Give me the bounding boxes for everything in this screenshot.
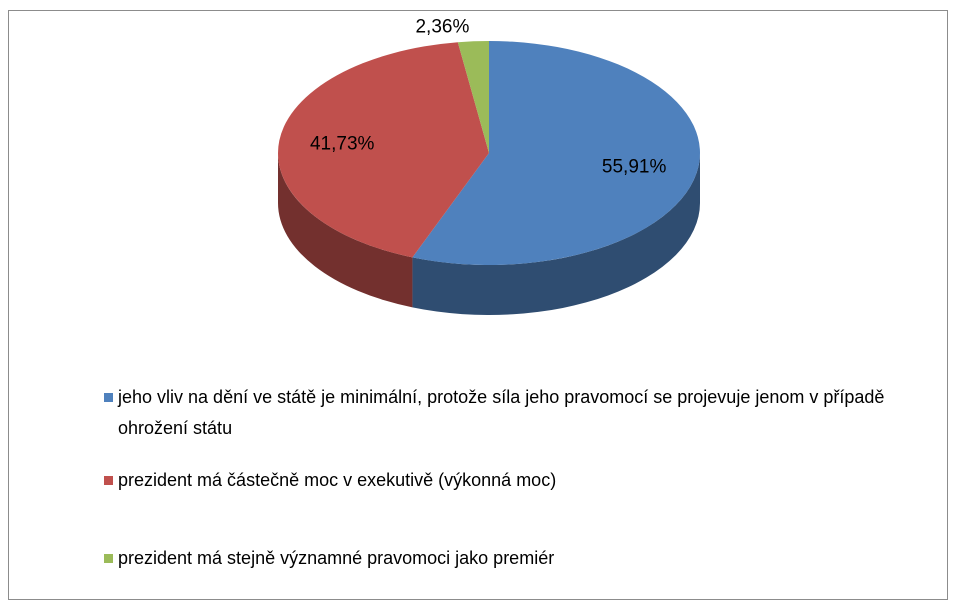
page: 55,91% 41,73% 2,36% jeho vliv na dění ve s… — [8, 10, 948, 600]
legend-label: jeho vliv na dění ve státě je minimální,… — [118, 387, 885, 438]
legend-swatch — [104, 393, 113, 402]
legend-item: jeho vliv na dění ve státě je minimální,… — [104, 382, 904, 444]
slice — [457, 41, 489, 153]
slice-side — [412, 153, 700, 315]
legend-label: prezident má částečně moc v exekutivě (v… — [118, 470, 557, 490]
legend-swatch — [104, 476, 113, 485]
legend-item: prezident má částečně moc v exekutivě (v… — [104, 465, 904, 496]
chart: 55,91% 41,73% 2,36% — [277, 16, 700, 315]
data-label: 2,36% — [415, 16, 469, 37]
data-label: 41,73% — [310, 133, 375, 154]
slice-side — [278, 153, 413, 308]
legend-label: prezident má stejně významné pravomoci j… — [118, 548, 555, 568]
legend-item: prezident má stejně významné pravomoci j… — [104, 543, 904, 574]
legend-swatch — [104, 554, 113, 563]
data-label: 55,91% — [602, 156, 667, 177]
slice — [277, 42, 489, 258]
slice — [412, 41, 700, 265]
